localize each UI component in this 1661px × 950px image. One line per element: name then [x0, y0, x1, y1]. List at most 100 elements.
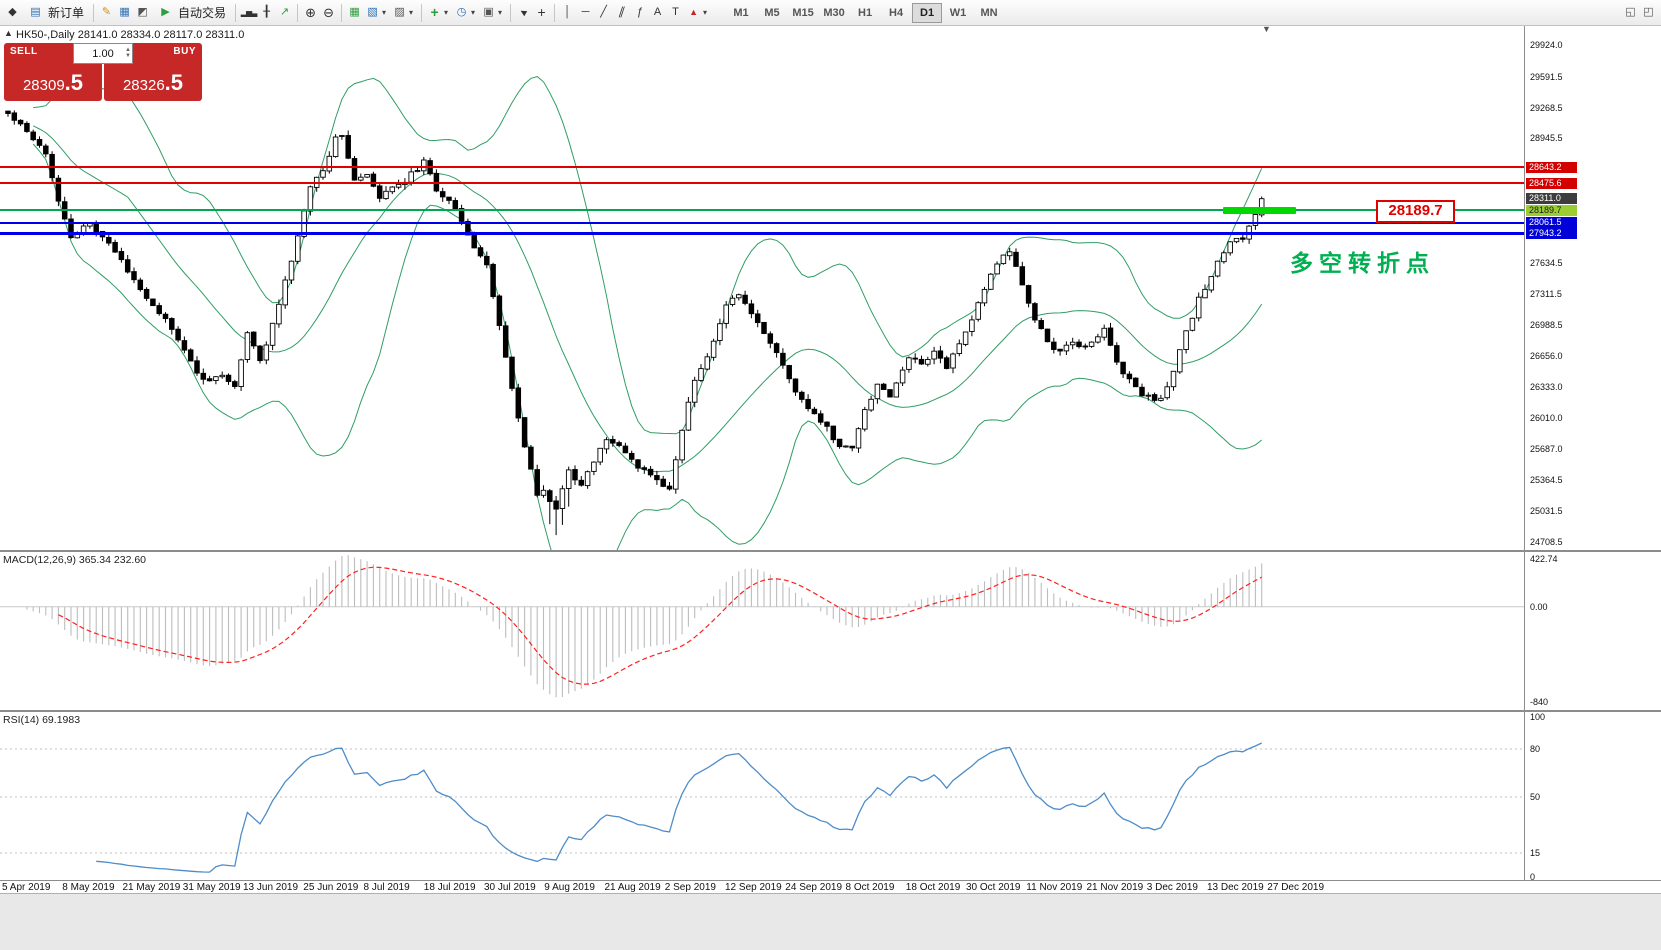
zoom-in-icon[interactable]: ⊕ — [305, 5, 316, 20]
price-axis-label: 29591.5 — [1530, 71, 1563, 82]
timeframe-button-M5[interactable]: M5 — [764, 6, 780, 19]
panel-separator[interactable] — [0, 710, 1661, 712]
chevron-down-icon[interactable]: ▾ — [382, 8, 387, 17]
date-label: 9 Aug 2019 — [544, 882, 595, 893]
time-axis[interactable]: 5 Apr 2019 8 May 2019 21 May 2019 31 May 20… — [0, 880, 1661, 893]
date-label: 21 Aug 2019 — [604, 882, 661, 893]
timeframe-button-D1[interactable]: D1 — [912, 2, 943, 23]
toolbar-separator — [421, 3, 423, 22]
new-order-label: 新订单 — [48, 6, 85, 20]
price-axis[interactable]: 29924.0 29591.5 29268.5 28945.5 27634.5 27311… — [1524, 26, 1661, 882]
horizontal-line-27943.2[interactable] — [0, 232, 1524, 236]
autotrading-button[interactable]: ▶ 自动交易 — [152, 3, 231, 23]
date-label: 8 Jul 2019 — [363, 882, 410, 893]
chevron-down-icon[interactable]: ▾ — [498, 8, 503, 17]
indicators-icon[interactable]: + — [430, 4, 439, 20]
text-tool-icon[interactable]: A — [653, 6, 662, 18]
date-label: 21 May 2019 — [122, 882, 181, 893]
profiles-icon[interactable]: ▨ — [394, 6, 405, 18]
bar-chart-icon[interactable]: ▂▅▃ — [240, 8, 257, 17]
highlight-level-segment[interactable] — [1223, 206, 1296, 214]
macd-axis-label: 422.74 — [1530, 554, 1558, 565]
timeframe-bar: M1 M5 M15 M30 H1 H4 D1 W1 MN — [726, 2, 1004, 23]
timeframe-button-H4[interactable]: H4 — [889, 6, 904, 19]
shapes-tool-icon[interactable]: ▲ — [689, 7, 698, 17]
level-callout: 28189.7 — [1376, 200, 1455, 224]
new-chart-icon[interactable]: ▧ — [367, 6, 378, 18]
window-tile-icon[interactable]: ◰ — [1643, 6, 1654, 18]
vertical-line-tool-icon[interactable]: │ — [564, 6, 571, 18]
price-axis-label: 27311.5 — [1530, 289, 1562, 299]
templates-icon[interactable]: ▣ — [483, 6, 494, 18]
price-axis-label: 29268.5 — [1530, 102, 1563, 113]
chevron-down-icon[interactable]: ▾ — [444, 8, 449, 17]
chevron-down-icon[interactable]: ▾ — [409, 8, 414, 17]
rsi-plot — [0, 742, 1524, 873]
rsi-panel[interactable]: RSI(14) 69.1983 — [0, 712, 1524, 880]
rsi-axis-label: 50 — [1530, 792, 1541, 802]
buy-button[interactable]: BUY 28326.5 — [104, 43, 202, 101]
price-axis-label: 24708.5 — [1530, 537, 1563, 547]
toolbar-separator — [554, 3, 556, 22]
metaeditor-icon[interactable]: ✎ — [101, 6, 112, 18]
one-click-collapse-icon[interactable]: ▲ — [4, 28, 13, 38]
timeframe-button-M1[interactable]: M1 — [733, 6, 749, 19]
macd-panel[interactable]: MACD(12,26,9) 365.34 232.60 — [0, 552, 1524, 710]
timeframe-button-MN[interactable]: MN — [980, 6, 998, 19]
horizontal-line-28189.7[interactable] — [0, 209, 1524, 212]
toolbar-separator — [341, 3, 343, 22]
toolbar-separator — [93, 3, 95, 22]
timeframe-button-H1[interactable]: H1 — [858, 6, 873, 19]
fibonacci-tool-icon[interactable]: ƒ — [636, 6, 643, 18]
date-label: 18 Oct 2019 — [905, 882, 961, 893]
terminal-icon[interactable]: ▦ — [119, 6, 130, 18]
horizontal-line-tool-icon[interactable]: ─ — [581, 6, 590, 18]
date-label: 31 May 2019 — [182, 882, 241, 893]
horizontal-line-28061.5[interactable] — [0, 221, 1524, 224]
toolbar: ◆ ▤ 新订单 ✎ ▦ ◩ ▶ 自动交易 ▂▅▃ ╂ ↗ ⊕ ⊖ ▦ ▧ ▾ ▨… — [0, 0, 1661, 26]
new-order-button[interactable]: ▤ 新订单 — [22, 3, 89, 23]
label-tool-icon[interactable]: T — [672, 6, 679, 18]
crosshair-tool-icon[interactable]: + — [537, 4, 546, 20]
toolbar-separator — [297, 3, 299, 22]
panel-separator[interactable] — [0, 550, 1661, 552]
timeframe-button-W1[interactable]: W1 — [949, 6, 967, 19]
horizontal-line-28475.6[interactable] — [0, 182, 1524, 184]
date-label: 13 Jun 2019 — [243, 882, 299, 893]
strategy-tester-icon[interactable]: ◩ — [137, 6, 148, 18]
date-label: 25 Jun 2019 — [303, 882, 359, 893]
rsi-label: RSI(14) 69.1983 — [3, 714, 81, 726]
price-tag-28311.0: 28311.0 — [1526, 193, 1577, 205]
rsi-axis-label: 0 — [1530, 872, 1536, 882]
price-axis-label: 26656.0 — [1530, 351, 1563, 362]
volume-spinner[interactable]: ▲ ▼ — [125, 44, 131, 61]
volume-input[interactable]: 1.00 ▲ ▼ — [73, 43, 133, 64]
trendline-tool-icon[interactable]: ╱ — [600, 6, 607, 18]
timeframe-button-M30[interactable]: M30 — [823, 6, 845, 19]
horizontal-line-28643.2[interactable] — [0, 166, 1524, 169]
line-chart-icon[interactable]: ↗ — [279, 6, 290, 18]
periods-icon[interactable]: ◷ — [456, 6, 467, 18]
cursor-tool-icon[interactable]: ▲ — [516, 5, 531, 20]
zoom-out-icon[interactable]: ⊖ — [323, 5, 334, 20]
date-label: 8 Oct 2019 — [845, 882, 895, 893]
chevron-down-icon[interactable]: ▾ — [471, 8, 476, 17]
chevron-down-icon[interactable]: ▾ — [703, 8, 708, 17]
candlestick-chart-icon[interactable]: ╂ — [263, 6, 270, 18]
price-tag-28475.6: 28475.6 — [1526, 177, 1577, 189]
window-cascade-icon[interactable]: ◱ — [1625, 6, 1636, 18]
volume-value: 1.00 — [92, 47, 114, 60]
price-chart[interactable]: ▲ HK50-,Daily 28141.0 28334.0 28117.0 28… — [0, 26, 1524, 550]
channel-tool-icon[interactable]: ∥ — [616, 6, 627, 18]
candlestick-plot[interactable] — [0, 26, 1524, 550]
timeframe-button-M15[interactable]: M15 — [792, 6, 814, 19]
price-tag-28189.7: 28189.7 — [1526, 204, 1577, 216]
date-label: 21 Nov 2019 — [1086, 882, 1144, 893]
macd-axis-label: -840 — [1530, 696, 1549, 707]
date-label: 12 Sep 2019 — [725, 882, 782, 893]
annotation-note: 多空转折点 — [1290, 250, 1435, 277]
price-axis-label: 26988.5 — [1530, 319, 1563, 330]
volume-up-icon: ▲ — [125, 46, 131, 53]
date-label: 11 Nov 2019 — [1026, 882, 1083, 893]
tile-windows-icon[interactable]: ▦ — [349, 6, 360, 18]
